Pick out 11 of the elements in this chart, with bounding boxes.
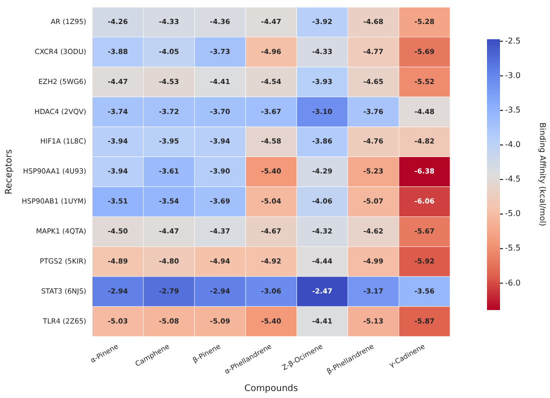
- color-bar-label: -4.0: [505, 140, 521, 150]
- color-bar-label: -3.5: [505, 105, 521, 114]
- color-bar-label: -2.5: [505, 36, 521, 46]
- y-axis-title: Receptors: [4, 149, 15, 194]
- color-bar-label: -4.5: [505, 174, 521, 184]
- color-bar-label: -6.0: [505, 278, 521, 288]
- color-bar-label: -5.0: [505, 209, 521, 218]
- color-bar-label: -3.0: [505, 70, 521, 80]
- color-bar-title: Binding Affinity (kcal/mol): [538, 122, 547, 226]
- color-bar-label: -5.5: [505, 244, 521, 253]
- x-axis-title: Compounds: [244, 384, 298, 394]
